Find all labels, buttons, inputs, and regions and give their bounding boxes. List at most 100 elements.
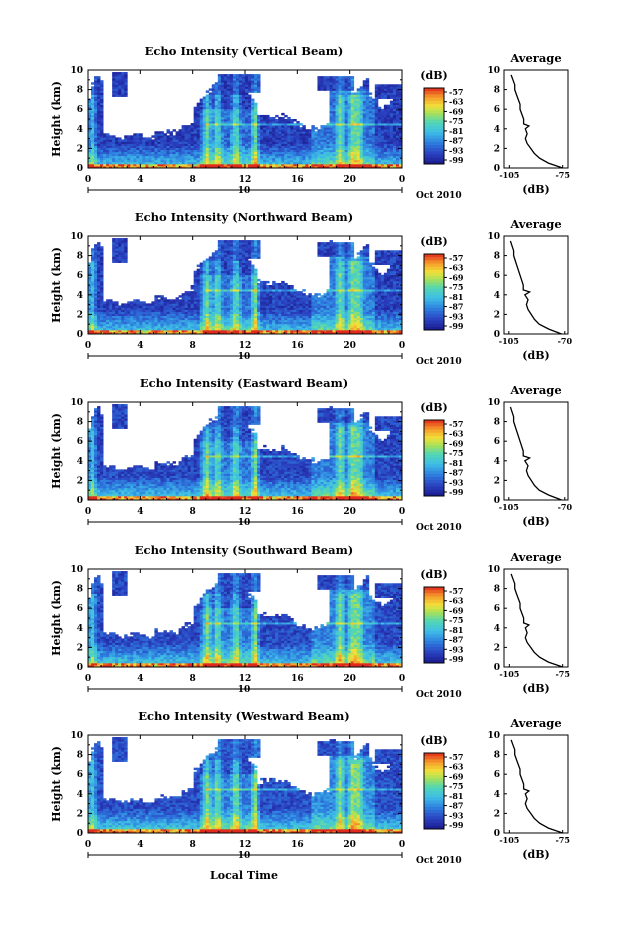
average-profile: Average 0 2 4 6 8 10 -105 -75 (dB) <box>487 550 569 695</box>
panel-title: Echo Intensity (Eastward Beam) <box>140 376 348 390</box>
x-tick-label: 0 <box>399 507 405 517</box>
x-tick-label: 0 <box>399 674 405 684</box>
colorbar-segment <box>424 606 444 610</box>
y-tick-label: 6 <box>77 437 83 447</box>
colorbar-segment <box>424 116 444 121</box>
average-line <box>509 406 562 501</box>
colorbar-tick-label: -75 <box>449 615 463 625</box>
y-tick-label: 8 <box>77 252 83 262</box>
colorbar-tick-label: -99 <box>449 155 464 165</box>
average-title: Average <box>509 51 561 65</box>
colorbar-segment <box>424 448 444 453</box>
date-label: Oct 2010 <box>416 690 462 700</box>
x-ticks: 0 4 8 12 16 20 0 <box>85 70 405 185</box>
x-tick-label: 4 <box>137 341 143 351</box>
colorbar-segment <box>424 94 444 98</box>
colorbar-frame <box>423 586 445 664</box>
colorbar-segment <box>424 432 444 437</box>
y-axis-label: Height (km) <box>50 746 63 822</box>
x-tick-label: 12 <box>239 341 252 351</box>
colorbar-unit: (dB) <box>420 235 447 248</box>
colorbar-segment <box>424 768 444 773</box>
colorbar-segment <box>424 647 444 651</box>
day-label: 10 <box>238 352 251 362</box>
average-frame <box>503 568 569 668</box>
colorbar-segment <box>424 266 444 271</box>
colorbar-segment <box>424 103 444 108</box>
x-ticks: 0 4 8 12 16 20 0 <box>85 569 405 684</box>
date-label: Oct 2010 <box>416 357 462 367</box>
average-frame <box>503 734 569 834</box>
colorbar-segment <box>424 784 444 789</box>
colorbar-segment <box>424 122 444 127</box>
heatmap-cells <box>88 404 403 501</box>
day-label: 10 <box>238 518 251 528</box>
colorbar-segment <box>424 464 444 468</box>
x-tick-label: 12 <box>239 674 252 684</box>
y-tick-label: 2 <box>77 476 83 486</box>
average-y-tick-label: 0 <box>494 496 500 506</box>
x-ticks: 0 4 8 12 16 20 0 <box>85 236 405 351</box>
y-tick-label: 10 <box>70 565 83 575</box>
y-tick-label: 0 <box>77 330 83 340</box>
colorbar-tick-label: -69 <box>449 771 464 781</box>
colorbar-unit: (dB) <box>420 69 447 82</box>
average-profile: Average 0 2 4 6 8 10 -105 -70 (dB) <box>487 217 572 362</box>
colorbar-segment <box>424 426 444 430</box>
colorbar-segment <box>424 135 444 140</box>
average-y-tick-label: 6 <box>494 770 500 780</box>
colorbar-tick-label: -57 <box>449 253 463 263</box>
colorbar-segment <box>424 656 444 661</box>
average-xlabel: (dB) <box>522 183 549 196</box>
colorbar-unit: (dB) <box>420 568 447 581</box>
colorbar-tick-label: -75 <box>449 116 463 126</box>
y-tick-label: 10 <box>70 66 83 76</box>
panel-title: Echo Intensity (Northward Beam) <box>135 210 353 224</box>
colorbar-tick-label: -57 <box>449 87 463 97</box>
colorbar-segment <box>424 301 444 306</box>
colorbar-segment <box>424 260 444 264</box>
average-y-tick-label: 6 <box>494 437 500 447</box>
average-profile: Average 0 2 4 6 8 10 -105 -70 (dB) <box>487 383 572 528</box>
average-y-tick-label: 2 <box>494 310 500 320</box>
colorbar-segment <box>424 420 444 424</box>
x-tick-label: 12 <box>239 840 252 850</box>
y-axis-label: Height (km) <box>50 413 63 489</box>
colorbar-tick-label: -87 <box>449 801 463 811</box>
colorbar-segment <box>424 454 444 459</box>
average-y-tick-label: 10 <box>487 232 500 242</box>
colorbar-tick-label: -69 <box>449 106 464 116</box>
y-axis-label: Height (km) <box>50 580 63 656</box>
average-frame <box>503 235 569 335</box>
average-x-tick-label: -75 <box>555 835 569 845</box>
colorbar-segment <box>424 593 444 597</box>
y-tick-label: 8 <box>77 751 83 761</box>
colorbar-segment <box>424 442 444 446</box>
average-y-tick-label: 2 <box>494 144 500 154</box>
colorbar-segment <box>424 753 444 757</box>
average-y-tick-label: 2 <box>494 809 500 819</box>
colorbar-segment <box>424 304 444 309</box>
colorbar-segment <box>424 467 444 472</box>
x-tick-label: 0 <box>85 507 91 517</box>
colorbar-segment <box>424 825 444 830</box>
colorbar-segment <box>424 129 444 133</box>
colorbar-segment <box>424 634 444 639</box>
y-tick-label: 4 <box>77 790 83 800</box>
colorbar-segment <box>424 91 444 95</box>
x-tick-label: 4 <box>137 507 143 517</box>
colorbar-segment <box>424 775 444 779</box>
colorbar-segment <box>424 631 444 635</box>
x-tick-label: 8 <box>190 674 196 684</box>
colorbar-tick-label: -93 <box>449 810 464 820</box>
x-tick-label: 20 <box>343 507 356 517</box>
y-tick-label: 6 <box>77 604 83 614</box>
average-frame <box>503 69 569 169</box>
average-y-tick-label: 0 <box>494 829 500 839</box>
colorbar-segment <box>424 307 444 312</box>
y-tick-label: 6 <box>77 770 83 780</box>
colorbar-segment <box>424 263 444 268</box>
y-tick-label: 10 <box>70 731 83 741</box>
panel-3: Echo Intensity (Eastward Beam) Height (km… <box>50 376 572 533</box>
average-y-tick-label: 6 <box>494 105 500 115</box>
